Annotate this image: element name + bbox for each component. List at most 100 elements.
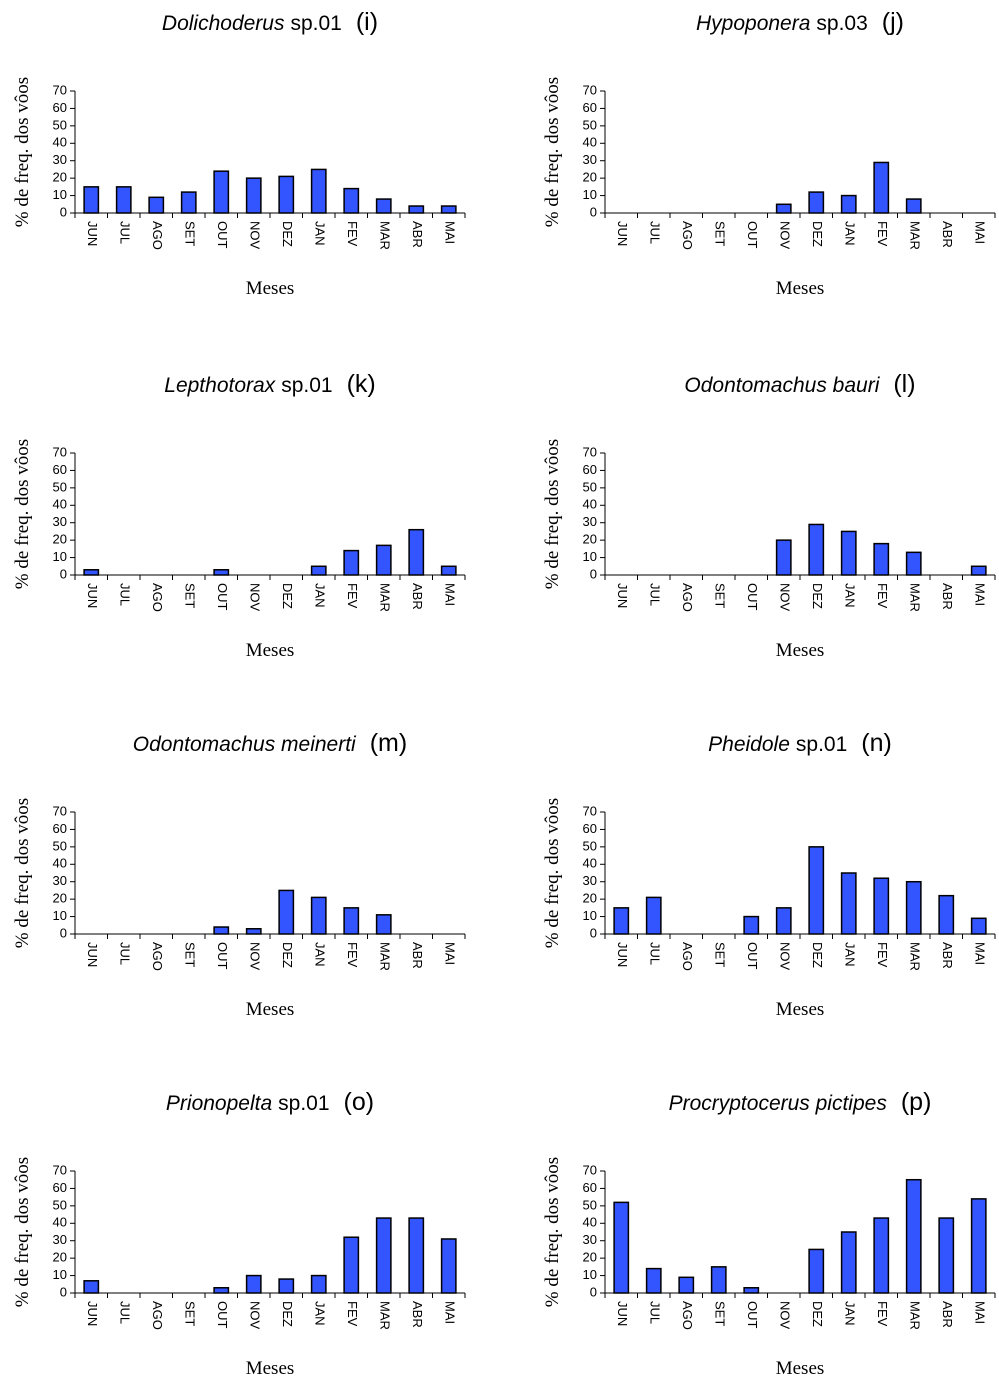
y-axis-label: % de freq. dos vôos <box>542 439 563 589</box>
y-tick-label: 60 <box>583 1180 597 1195</box>
y-tick-label: 30 <box>583 152 597 167</box>
y-tick-label: 60 <box>583 462 597 477</box>
x-tick-label: ABR <box>410 942 425 969</box>
bar <box>408 205 425 214</box>
x-tick-label: MAI <box>972 942 987 965</box>
y-tick-label: 50 <box>583 1197 597 1212</box>
y-tick-label: 10 <box>53 1267 67 1282</box>
x-tick-label: MAR <box>377 942 392 971</box>
x-tick-label: JUN <box>85 1301 100 1326</box>
x-tick-label: ABR <box>940 942 955 969</box>
bar <box>408 528 425 576</box>
x-tick-label: JUN <box>85 942 100 967</box>
y-tick-label: 0 <box>590 566 597 581</box>
y-tick-label: 0 <box>60 204 67 219</box>
x-axis-label: Meses <box>776 999 825 1020</box>
chart-title: Odontomachus bauri (l) <box>684 370 915 398</box>
x-tick-label: OUT <box>745 221 760 249</box>
x-axis-label: Meses <box>246 278 295 299</box>
x-tick-label: AGO <box>680 583 695 612</box>
y-tick-label: 30 <box>53 152 67 167</box>
bar <box>775 907 792 935</box>
bar <box>213 1287 230 1294</box>
title-text: sp.01 <box>281 374 332 397</box>
x-tick-label: MAR <box>377 1301 392 1330</box>
bar <box>938 894 955 935</box>
bar <box>213 170 230 214</box>
y-tick-label: 40 <box>583 135 597 150</box>
x-axis-label: Meses <box>776 1358 825 1379</box>
bar <box>970 917 987 935</box>
chart-panel: Dolichoderus sp.01 (i) 0 10 20 30 40 50 60 70 JUN JU… <box>12 8 466 299</box>
bar <box>613 907 630 935</box>
title-italic: Odontomachus bauri <box>684 374 880 397</box>
x-tick-label: ABR <box>410 1301 425 1328</box>
bar <box>408 1217 425 1294</box>
y-tick-label: 10 <box>53 908 67 923</box>
bar <box>375 198 392 214</box>
x-tick-label: ABR <box>410 221 425 248</box>
y-tick-label: 30 <box>53 873 67 888</box>
panel-label: (n) <box>861 729 892 757</box>
panel-label: (m) <box>370 729 407 757</box>
bar <box>678 1276 695 1294</box>
chart-panel: Lepthotorax sp.01 (k) 0 10 20 30 40 50 60 70 JUN JUL… <box>12 370 466 661</box>
bar <box>343 1236 360 1294</box>
x-tick-label: NOV <box>777 221 792 250</box>
title-text: sp.03 <box>816 12 867 35</box>
y-tick-label: 10 <box>53 187 67 202</box>
panel-label: (p) <box>901 1088 932 1116</box>
x-tick-label: NOV <box>247 1301 262 1330</box>
x-tick-label: JAN <box>312 221 327 246</box>
y-tick-label: 70 <box>53 82 67 97</box>
x-tick-label: NOV <box>247 942 262 971</box>
y-tick-label: 50 <box>53 117 67 132</box>
title-italic: Lepthotorax <box>164 374 276 397</box>
y-tick-label: 40 <box>53 856 67 871</box>
bar <box>278 1278 295 1294</box>
x-tick-label: DEZ <box>810 1301 825 1327</box>
x-tick-label: NOV <box>777 1301 792 1330</box>
x-tick-label: JUN <box>85 221 100 246</box>
y-tick-label: 50 <box>53 838 67 853</box>
x-tick-label: JUN <box>615 583 630 608</box>
bar <box>873 161 890 214</box>
y-tick-label: 20 <box>583 1250 597 1265</box>
bar <box>375 914 392 935</box>
y-tick-label: 0 <box>590 1284 597 1299</box>
bar <box>873 877 890 935</box>
x-tick-label: FEV <box>875 583 890 609</box>
panel-label: (i) <box>356 8 378 36</box>
y-tick-label: 70 <box>53 1162 67 1177</box>
y-tick-label: 70 <box>583 444 597 459</box>
y-tick-label: 10 <box>583 1267 597 1282</box>
bar <box>245 177 262 214</box>
x-tick-label: JUN <box>85 583 100 608</box>
x-tick-label: JUN <box>615 942 630 967</box>
chart-panel: Procryptocerus pictipes (p) 0 10 20 30 40 50 60 7… <box>542 1088 996 1379</box>
chart-title: Pheidole sp.01 (n) <box>708 729 892 757</box>
x-tick-label: JUN <box>615 1301 630 1326</box>
bar <box>83 569 100 576</box>
x-tick-label: OUT <box>215 583 230 611</box>
x-axis-label: Meses <box>246 640 295 661</box>
y-tick-label: 60 <box>53 462 67 477</box>
y-tick-label: 20 <box>53 1250 67 1265</box>
x-tick-label: OUT <box>215 942 230 970</box>
y-tick-label: 40 <box>583 1215 597 1230</box>
y-tick-label: 0 <box>590 925 597 940</box>
chart-title: Dolichoderus sp.01 (i) <box>162 8 378 36</box>
y-tick-label: 30 <box>53 514 67 529</box>
panel-label: (l) <box>893 370 915 398</box>
x-tick-label: JAN <box>312 1301 327 1326</box>
x-tick-label: JUL <box>647 583 662 606</box>
bar <box>938 1217 955 1294</box>
x-tick-label: SET <box>182 1301 197 1326</box>
bar <box>645 896 662 935</box>
y-axis-label: % de freq. dos vôos <box>12 77 33 227</box>
chart-title: Procryptocerus pictipes (p) <box>669 1088 932 1116</box>
bar <box>83 186 100 214</box>
bar <box>873 1217 890 1294</box>
y-axis-label: % de freq. dos vôos <box>542 798 563 948</box>
chart-title: Hypoponera sp.03 (j) <box>696 8 904 36</box>
